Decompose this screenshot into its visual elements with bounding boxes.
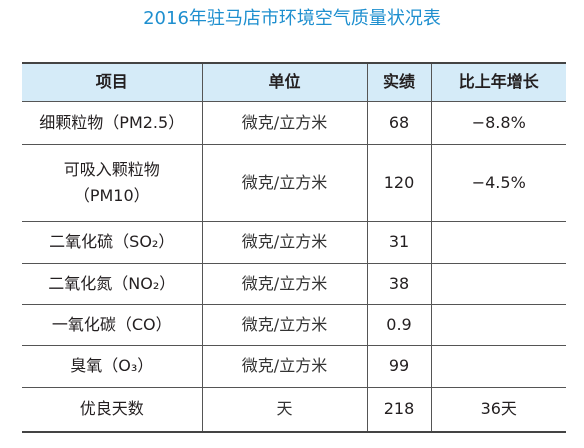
item-cell: 优良天数 bbox=[22, 387, 203, 433]
item-cell: 二氧化氮（NO₂） bbox=[22, 263, 203, 305]
change-cell: 36天 bbox=[430, 387, 566, 433]
empty-cell bbox=[430, 263, 566, 305]
value-cell: 120 bbox=[366, 144, 432, 222]
item-line: 二氧化氮（NO₂） bbox=[48, 273, 176, 293]
table-row: 二氧化硫（SO₂） 微克/立方米 31 bbox=[22, 221, 566, 264]
unit-cell: 微克/立方米 bbox=[201, 221, 368, 264]
empty-cell bbox=[430, 221, 566, 264]
unit-cell: 天 bbox=[201, 387, 368, 433]
value-cell: 38 bbox=[366, 263, 432, 305]
header-cell: 项目 bbox=[22, 63, 203, 102]
unit-cell: 微克/立方米 bbox=[201, 144, 368, 222]
change-cell: −8.8% bbox=[430, 101, 566, 145]
value-cell: 99 bbox=[366, 345, 432, 388]
unit-cell: 微克/立方米 bbox=[201, 101, 368, 145]
table-body: 细颗粒物（PM2.5） 微克/立方米 68 −8.8% 可吸入颗粒物 （PM10） 微克/立… bbox=[22, 101, 566, 433]
change-cell: −4.5% bbox=[430, 144, 566, 222]
item-line: （PM10） bbox=[73, 185, 150, 205]
header-cell: 比上年增长 bbox=[430, 63, 566, 102]
header-row: 项目 单位 实绩 比上年增长 bbox=[22, 63, 566, 102]
header-cell: 实绩 bbox=[366, 63, 432, 102]
unit-cell: 微克/立方米 bbox=[201, 345, 368, 388]
table-row: 臭氧（O₃） 微克/立方米 99 bbox=[22, 345, 566, 388]
table-row: 细颗粒物（PM2.5） 微克/立方米 68 −8.8% bbox=[22, 101, 566, 145]
item-line: 臭氧（O₃） bbox=[70, 356, 154, 375]
item-line: 可吸入颗粒物 bbox=[63, 159, 160, 179]
value-cell: 0.9 bbox=[366, 304, 432, 346]
table-row: 可吸入颗粒物 （PM10） 微克/立方米 120 −4.5% bbox=[22, 144, 566, 222]
item-line: 一氧化碳（CO） bbox=[51, 314, 172, 334]
unit-cell: 微克/立方米 bbox=[201, 263, 368, 305]
table-row: 优良天数 天 218 36天 bbox=[22, 387, 566, 433]
value-cell: 218 bbox=[366, 387, 432, 433]
empty-cell bbox=[430, 345, 566, 388]
header-cell: 单位 bbox=[201, 63, 368, 102]
empty-cell bbox=[430, 304, 566, 346]
item-cell: 一氧化碳（CO） bbox=[22, 304, 203, 346]
table-row: 二氧化氮（NO₂） 微克/立方米 38 bbox=[22, 263, 566, 305]
item-cell: 细颗粒物（PM2.5） bbox=[22, 101, 203, 145]
value-cell: 31 bbox=[366, 221, 432, 264]
table-row: 一氧化碳（CO） 微克/立方米 0.9 bbox=[22, 304, 566, 346]
item-line: 细颗粒物（PM2.5） bbox=[39, 112, 185, 132]
unit-cell: 微克/立方米 bbox=[201, 304, 368, 346]
air-quality-table: 项目 单位 实绩 比上年增长 细颗粒物（PM2.5） 微克/立方米 68 −8.8% 可吸入颗… bbox=[22, 62, 566, 433]
value-cell: 68 bbox=[366, 101, 432, 145]
table-title: 2016年驻马店市环境空气质量状况表 bbox=[143, 8, 441, 29]
item-cell: 可吸入颗粒物 （PM10） bbox=[22, 144, 203, 222]
item-cell: 二氧化硫（SO₂） bbox=[22, 221, 203, 264]
item-line: 二氧化硫（SO₂） bbox=[49, 232, 175, 251]
item-cell: 臭氧（O₃） bbox=[22, 345, 203, 388]
item-line: 优良天数 bbox=[79, 399, 144, 419]
